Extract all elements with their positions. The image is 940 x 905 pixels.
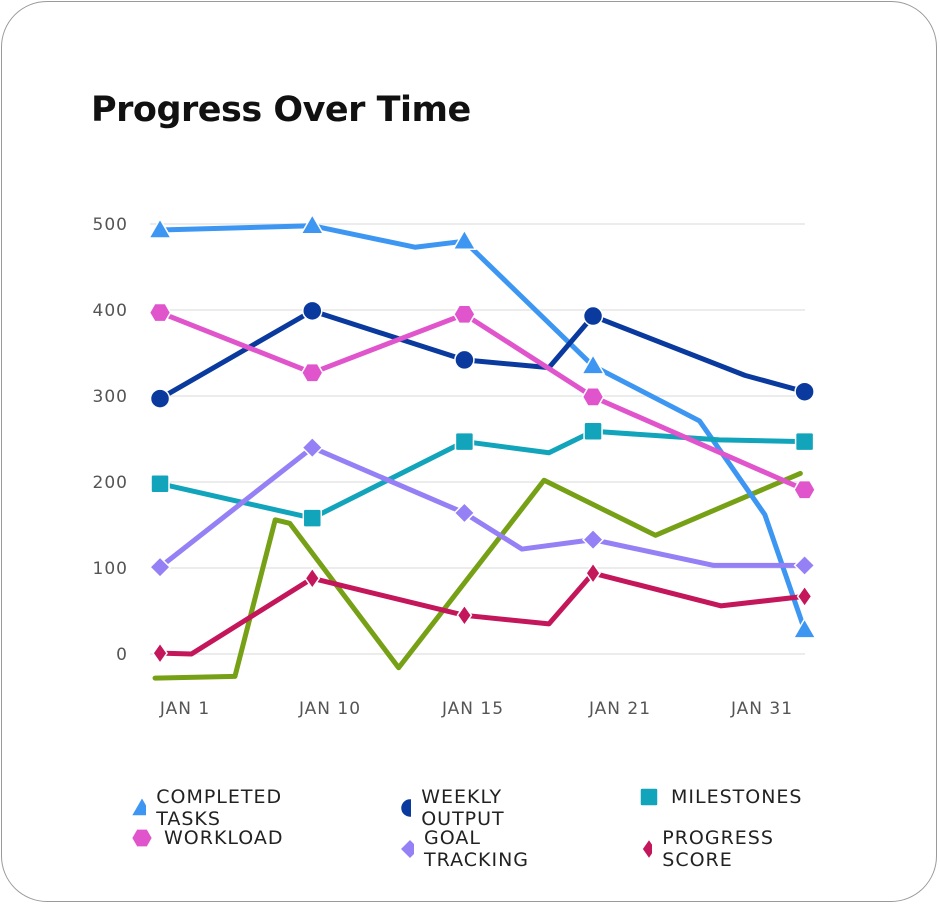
thin-diamond-marker <box>152 641 168 665</box>
series-line <box>152 470 803 681</box>
triangle-marker <box>299 213 325 235</box>
square-marker <box>583 421 603 442</box>
hexagon-marker <box>453 304 476 325</box>
thin-diamond-marker <box>456 603 473 627</box>
legend-item[interactable]: COMPLETED TASKS <box>130 786 290 830</box>
triangle-marker <box>130 797 147 817</box>
thin-diamond-marker <box>585 561 601 585</box>
circle-icon <box>399 797 412 819</box>
diamond-marker <box>581 528 605 551</box>
legend-label: WEEKLY OUTPUT <box>421 786 505 830</box>
thin-diamond-marker <box>796 585 813 608</box>
y-tick-label: 400 <box>93 301 128 321</box>
diamond-marker <box>453 501 476 525</box>
hexagon-marker <box>300 362 324 383</box>
circle-marker <box>302 300 323 322</box>
square-marker <box>794 431 815 452</box>
diamond-marker <box>301 436 324 459</box>
square-marker <box>639 787 659 807</box>
legend-label: PROGRESS SCORE <box>662 827 774 871</box>
square-marker <box>150 473 170 494</box>
circle-marker <box>399 797 412 819</box>
diamond-marker <box>793 554 816 577</box>
legend-label: GOAL TRACKING <box>424 827 530 871</box>
series-line <box>157 223 808 633</box>
x-tick-label: JAN 31 <box>730 699 793 719</box>
hexagon-marker <box>130 828 154 848</box>
hexagon-icon <box>130 828 154 848</box>
chart-title: Progress Over Time <box>91 90 471 130</box>
hexagon-marker <box>148 302 172 323</box>
legend-item[interactable]: MILESTONES <box>637 786 803 808</box>
y-tick-label: 200 <box>93 473 128 493</box>
diamond-marker <box>398 838 415 860</box>
thin-diamond-icon <box>641 838 653 860</box>
triangle-marker <box>792 617 817 639</box>
thin-diamond-marker <box>641 838 653 860</box>
triangle-marker <box>452 228 477 250</box>
y-tick-label: 100 <box>93 559 128 579</box>
square-marker <box>454 431 475 452</box>
y-tick-label: 300 <box>93 387 128 407</box>
series-line <box>157 570 808 657</box>
square-marker <box>302 508 323 528</box>
x-tick-label: JAN 10 <box>298 699 361 719</box>
hexagon-marker <box>793 479 816 500</box>
legend-label: COMPLETED TASKS <box>156 786 283 830</box>
circle-marker <box>582 305 604 327</box>
square-icon <box>639 787 659 807</box>
triangle-icon <box>130 797 147 817</box>
hexagon-marker <box>581 387 605 407</box>
legend-item[interactable]: GOAL TRACKING <box>398 827 537 871</box>
thin-diamond-marker <box>304 567 321 590</box>
series-line <box>157 310 808 493</box>
triangle-marker <box>580 353 606 375</box>
circle-marker <box>149 388 171 409</box>
y-tick-label: 500 <box>93 215 128 235</box>
x-tick-label: JAN 1 <box>159 699 210 719</box>
legend-item[interactable]: WORKLOAD <box>130 827 284 849</box>
circle-marker <box>794 381 815 402</box>
legend-label: MILESTONES <box>671 786 803 808</box>
legend-item[interactable]: PROGRESS SCORE <box>637 827 783 871</box>
y-tick-label: 0 <box>116 645 128 665</box>
legend-label: WORKLOAD <box>164 827 284 849</box>
x-tick-label: JAN 21 <box>588 699 651 719</box>
series-line <box>157 428 808 521</box>
diamond-icon <box>398 838 415 860</box>
triangle-marker <box>147 217 173 239</box>
diamond-marker <box>148 556 172 579</box>
x-tick-label: JAN 15 <box>441 699 504 719</box>
circle-marker <box>454 349 475 371</box>
legend-item[interactable]: WEEKLY OUTPUT <box>398 786 515 830</box>
